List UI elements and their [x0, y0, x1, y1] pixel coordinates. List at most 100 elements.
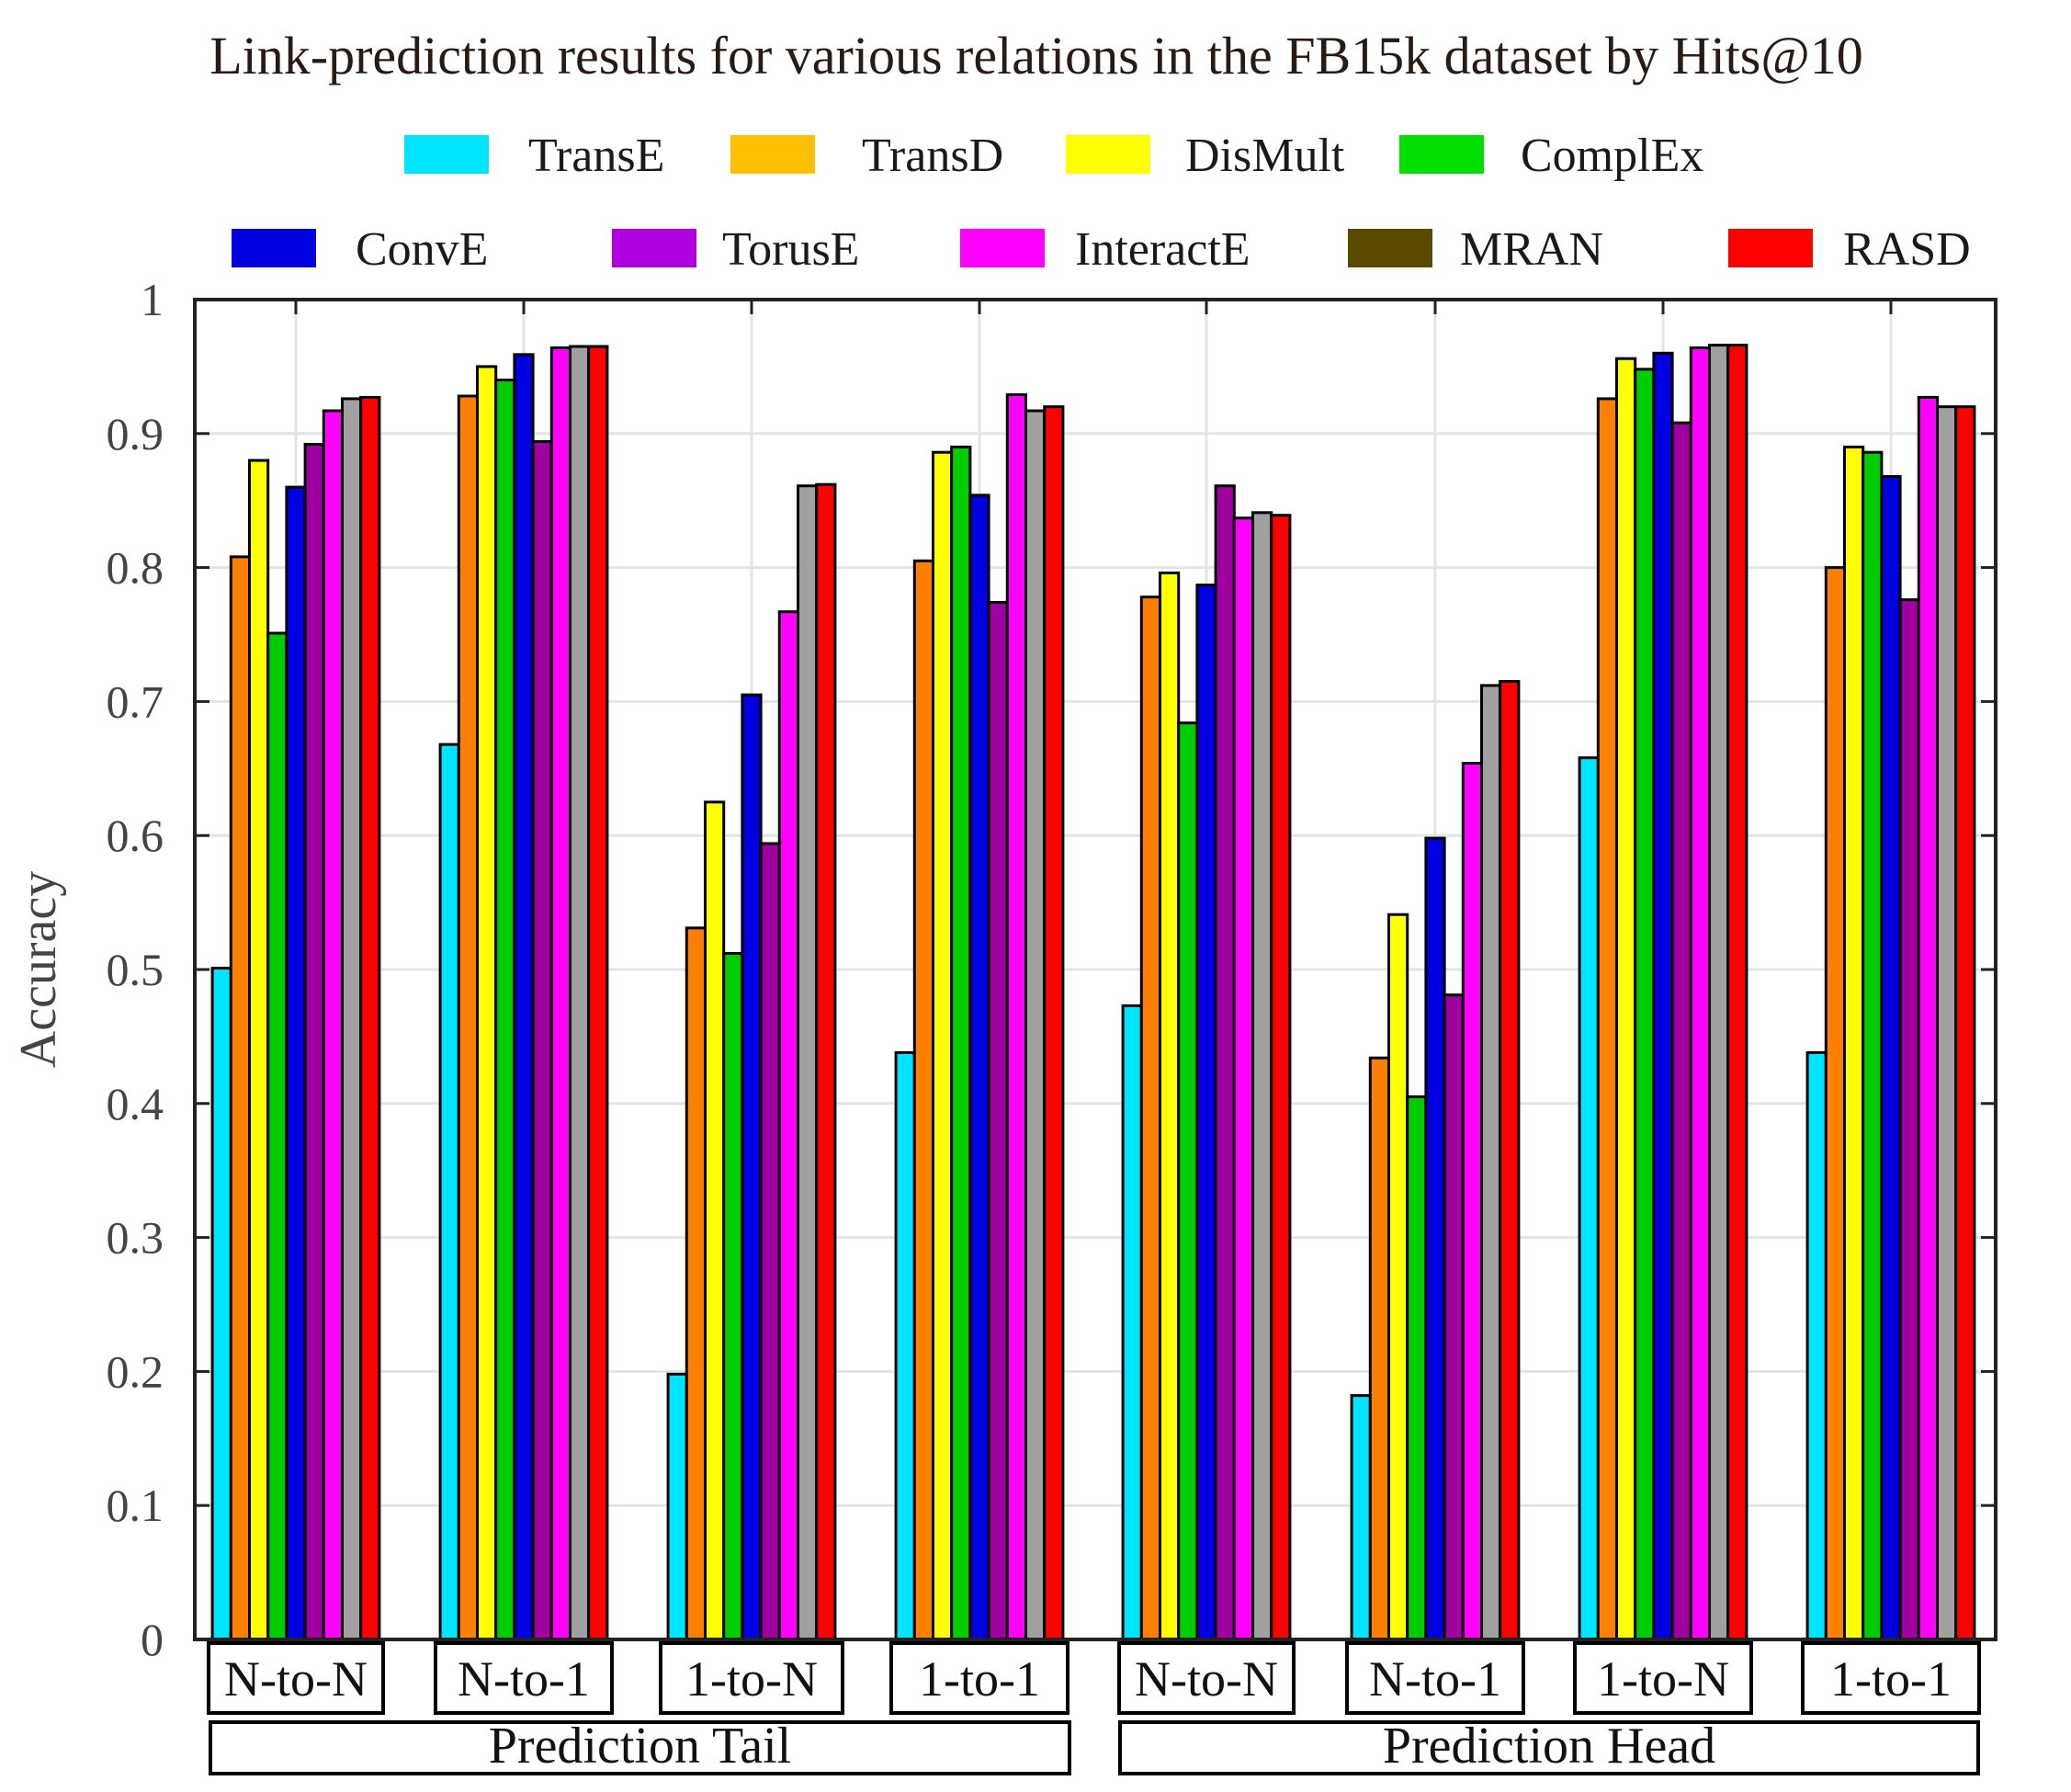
y-tick-label: 0.6 [107, 810, 164, 861]
category-label-box [1345, 1641, 1525, 1715]
bar-transe-n-to-1 [438, 743, 460, 1641]
bar-interacte-1-to-1 [1917, 395, 1940, 1641]
bar-conve-n-to-n [1195, 584, 1217, 1641]
y-tick-label: 0.7 [107, 675, 164, 727]
bar-interacte-1-to-n [777, 610, 799, 1641]
category-label-box [1117, 1641, 1296, 1715]
group-label-box [1118, 1720, 1980, 1775]
bar-toruse-n-to-n [303, 443, 325, 1641]
bar-dismult-1-to-n [704, 800, 726, 1641]
bar-interacte-n-to-n [322, 409, 344, 1641]
chart-title: Link-prediction results for various rela… [209, 26, 1863, 85]
bar-conve-1-to-1 [968, 493, 990, 1641]
bar-mran-n-to-1 [1480, 684, 1502, 1641]
bar-complex-1-to-n [1634, 368, 1656, 1641]
bar-transe-1-to-1 [1805, 1050, 1828, 1641]
bar-toruse-n-to-1 [1443, 993, 1465, 1641]
category-label: N-to-N [1135, 1651, 1278, 1707]
category-label-box [889, 1641, 1069, 1715]
bar-complex-n-to-1 [1406, 1095, 1428, 1641]
axis-ticks: 0 0.1 0.2 0.3 0.4 0.5 0.6 0.7 0.8 0.9 1 [107, 274, 1996, 1665]
bar-conve-n-to-1 [1424, 836, 1446, 1641]
bar-rasd-n-to-n [1270, 514, 1292, 1641]
bar-interacte-1-to-n [1689, 346, 1712, 1641]
bar-dismult-n-to-n [1159, 571, 1181, 1641]
bar-dismult-1-to-1 [932, 450, 954, 1641]
bar-mran-1-to-n [1708, 344, 1730, 1641]
bar-toruse-1-to-1 [1898, 598, 1920, 1641]
bar-mran-1-to-n [797, 484, 819, 1641]
bar-transe-n-to-n [210, 967, 232, 1641]
bar-complex-n-to-n [266, 631, 289, 1641]
y-tick-label: 0.8 [107, 542, 164, 594]
bar-transe-n-to-n [1121, 1004, 1143, 1641]
bar-toruse-n-to-n [1214, 484, 1236, 1641]
bar-conve-1-to-n [1652, 351, 1674, 1641]
legend-label-conve: ConvE [356, 223, 488, 276]
category-label: 1-to-1 [919, 1651, 1040, 1707]
y-tick-label: 0.5 [107, 944, 164, 995]
legend-label-dismult: DisMult [1185, 130, 1345, 182]
bar-transd-1-to-n [685, 926, 707, 1641]
bar-mran-1-to-1 [1024, 409, 1047, 1641]
y-tick-label: 0.1 [107, 1480, 164, 1531]
group-label-box [209, 1720, 1071, 1775]
legend-swatch-conve [232, 229, 316, 267]
bars [210, 344, 1976, 1641]
bar-mran-n-to-n [1251, 511, 1273, 1641]
category-labels: N-to-N N-to-1 1-to-N 1-to-1 N-to-N N-to-1 1-to… [207, 1641, 1981, 1715]
bar-toruse-n-to-1 [531, 440, 553, 1641]
legend-swatch-toruse [612, 229, 696, 267]
group-label: Prediction Head [1383, 1718, 1715, 1775]
bar-conve-n-to-n [285, 485, 307, 1641]
category-label: 1-to-N [685, 1651, 818, 1707]
category-label: 1-to-N [1597, 1651, 1729, 1707]
bar-toruse-1-to-1 [987, 601, 1009, 1641]
y-tick-label: 0.3 [107, 1212, 164, 1264]
category-label: N-to-1 [1369, 1651, 1501, 1707]
category-label-box [434, 1641, 614, 1715]
bar-complex-n-to-n [1177, 721, 1199, 1641]
bar-interacte-n-to-1 [1461, 762, 1484, 1641]
bar-dismult-n-to-n [248, 459, 270, 1641]
bar-transd-n-to-1 [457, 394, 479, 1641]
bar-rasd-1-to-n [1726, 344, 1748, 1641]
bar-rasd-n-to-n [359, 395, 381, 1641]
bar-transe-1-to-1 [894, 1050, 916, 1641]
legend-label-toruse: TorusE [722, 223, 859, 276]
legend-swatch-complex [1399, 135, 1484, 174]
legend-label-interacte: InteractE [1075, 223, 1251, 276]
bar-toruse-1-to-n [759, 842, 781, 1641]
group-label: Prediction Tail [489, 1718, 791, 1775]
legend-swatch-rasd [1728, 229, 1813, 267]
y-axis-label: Accuracy [10, 871, 67, 1069]
y-tick-label: 1 [141, 274, 164, 325]
legend: TransE TransD DisMult ComplEx ConvE TorusE Int… [232, 130, 1971, 276]
bar-mran-n-to-n [341, 397, 363, 1641]
bar-transd-1-to-n [1596, 397, 1619, 1641]
bar-transd-n-to-n [229, 555, 252, 1641]
category-label-box [207, 1641, 385, 1715]
legend-swatch-interacte [960, 229, 1045, 267]
y-tick-label: 0.2 [107, 1345, 164, 1397]
category-label-box [1573, 1641, 1753, 1715]
bar-conve-n-to-1 [513, 353, 535, 1641]
bar-interacte-n-to-n [1232, 516, 1255, 1641]
legend-swatch-dismult [1066, 135, 1150, 174]
bar-rasd-n-to-1 [587, 345, 609, 1641]
bar-transe-1-to-n [666, 1372, 688, 1641]
bar-interacte-1-to-1 [1005, 393, 1028, 1641]
category-label-box [659, 1641, 844, 1715]
legend-label-rasd: RASD [1843, 223, 1971, 276]
bar-transd-n-to-1 [1368, 1056, 1391, 1641]
y-tick-label: 0 [141, 1614, 164, 1665]
category-label: N-to-1 [458, 1651, 590, 1707]
bar-dismult-1-to-n [1615, 357, 1637, 1641]
category-label-box [1801, 1641, 1981, 1715]
legend-label-transe: TransE [528, 130, 664, 182]
bar-mran-1-to-1 [1936, 405, 1958, 1641]
bar-complex-1-to-1 [1862, 450, 1884, 1641]
bar-rasd-n-to-1 [1499, 680, 1521, 1641]
bar-rasd-1-to-1 [1954, 405, 1976, 1641]
